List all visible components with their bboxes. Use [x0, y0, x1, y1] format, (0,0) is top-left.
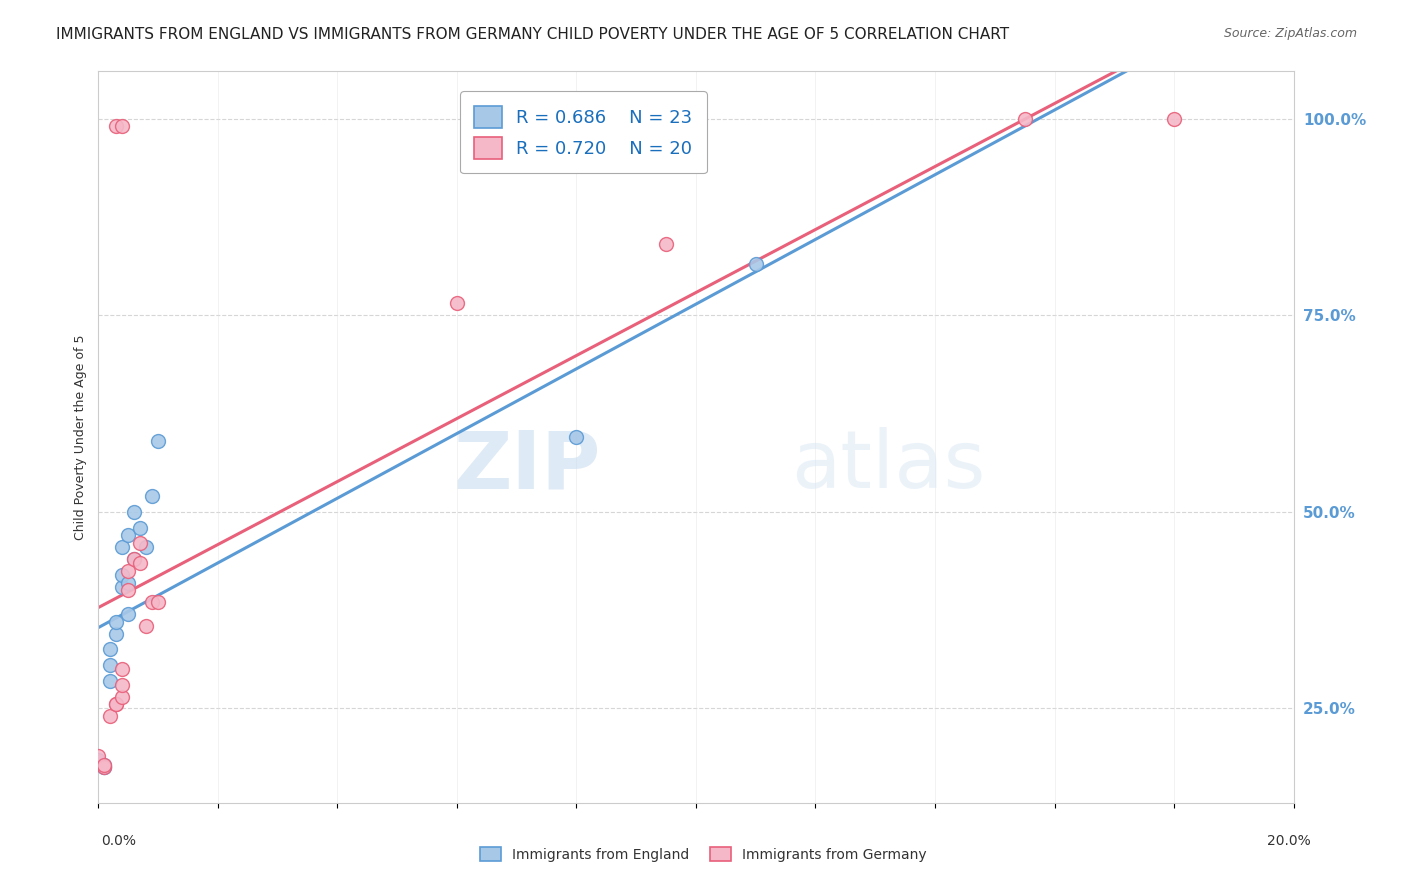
- Point: [124, 552, 146, 566]
- Point: [135, 540, 157, 554]
- Point: [565, 430, 588, 444]
- Point: [117, 583, 139, 598]
- Point: [111, 580, 134, 594]
- Point: [446, 296, 468, 310]
- Point: [105, 615, 128, 629]
- Point: [111, 690, 134, 704]
- Point: [1014, 112, 1036, 126]
- Point: [105, 626, 128, 640]
- Text: Source: ZipAtlas.com: Source: ZipAtlas.com: [1223, 27, 1357, 40]
- Text: IMMIGRANTS FROM ENGLAND VS IMMIGRANTS FROM GERMANY CHILD POVERTY UNDER THE AGE O: IMMIGRANTS FROM ENGLAND VS IMMIGRANTS FR…: [56, 27, 1010, 42]
- Point: [135, 619, 157, 633]
- Point: [117, 564, 139, 578]
- Point: [98, 673, 122, 688]
- Point: [98, 642, 122, 657]
- Point: [111, 678, 134, 692]
- Point: [98, 658, 122, 673]
- Point: [124, 552, 146, 566]
- Point: [87, 748, 110, 763]
- Point: [117, 528, 139, 542]
- Point: [655, 237, 678, 252]
- Point: [93, 760, 115, 774]
- Point: [105, 698, 128, 712]
- Point: [105, 698, 128, 712]
- Text: 20.0%: 20.0%: [1267, 834, 1310, 847]
- Point: [105, 120, 128, 134]
- Text: 0.0%: 0.0%: [101, 834, 136, 847]
- Point: [129, 520, 152, 534]
- Point: [117, 575, 139, 590]
- Point: [111, 540, 134, 554]
- Point: [124, 505, 146, 519]
- Point: [93, 760, 115, 774]
- Point: [111, 662, 134, 676]
- Text: ZIP: ZIP: [453, 427, 600, 506]
- Legend: Immigrants from England, Immigrants from Germany: Immigrants from England, Immigrants from…: [472, 840, 934, 869]
- Point: [148, 595, 170, 609]
- Point: [745, 257, 768, 271]
- Point: [1163, 112, 1185, 126]
- Point: [129, 536, 152, 550]
- Point: [111, 120, 134, 134]
- Legend: R = 0.686    N = 23, R = 0.720    N = 20: R = 0.686 N = 23, R = 0.720 N = 20: [460, 91, 707, 173]
- Point: [93, 758, 115, 772]
- Point: [129, 556, 152, 570]
- Point: [111, 567, 134, 582]
- Point: [141, 489, 163, 503]
- Point: [87, 753, 110, 767]
- Point: [117, 607, 139, 621]
- Point: [141, 595, 163, 609]
- Text: atlas: atlas: [792, 427, 986, 506]
- Point: [93, 760, 115, 774]
- Y-axis label: Child Poverty Under the Age of 5: Child Poverty Under the Age of 5: [75, 334, 87, 540]
- Point: [98, 709, 122, 723]
- Point: [93, 758, 115, 772]
- Point: [148, 434, 170, 448]
